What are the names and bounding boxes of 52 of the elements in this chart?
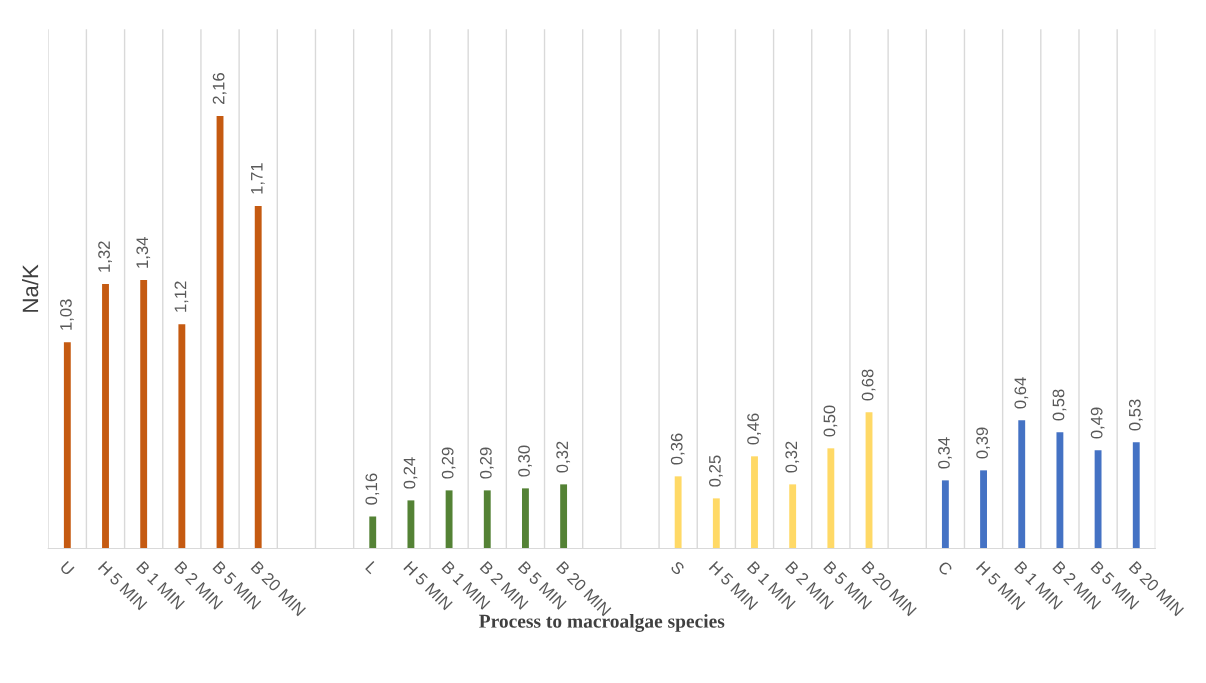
data-label: 0,58 xyxy=(1052,389,1067,421)
bar xyxy=(827,448,835,549)
bar xyxy=(369,516,377,549)
bar xyxy=(63,342,71,549)
bar xyxy=(712,498,720,549)
data-label: 0,34 xyxy=(938,437,952,469)
x-axis-title: Process to macroalgae species xyxy=(479,614,725,632)
data-label: 0,46 xyxy=(747,413,761,445)
bar xyxy=(178,324,186,549)
bar xyxy=(1094,450,1102,549)
bar xyxy=(445,490,453,549)
bar xyxy=(407,500,415,549)
data-label: 0,64 xyxy=(1014,377,1029,409)
data-label: 1,03 xyxy=(60,299,74,330)
data-label: 0,49 xyxy=(1090,407,1105,439)
data-label: 0,29 xyxy=(441,447,456,479)
bar xyxy=(980,470,987,549)
data-label: 0,32 xyxy=(785,441,800,473)
data-label: 0,16 xyxy=(365,473,380,505)
x-tick-label: S xyxy=(670,560,686,576)
bar xyxy=(254,206,262,549)
data-label: 2,16 xyxy=(212,73,227,104)
y-axis-title: Na/K xyxy=(21,264,39,312)
bar xyxy=(140,280,148,549)
data-label: 0,50 xyxy=(823,405,838,437)
data-label: 0,29 xyxy=(479,447,494,479)
bar xyxy=(1018,420,1026,549)
data-label: 0,53 xyxy=(1128,399,1143,431)
x-tick-label: U xyxy=(59,560,75,576)
data-label: 0,39 xyxy=(976,427,990,459)
data-label: 0,36 xyxy=(670,433,685,465)
bar xyxy=(789,484,797,549)
bar xyxy=(522,488,529,549)
x-tick-label: C xyxy=(937,560,954,577)
bar xyxy=(674,476,682,549)
bar xyxy=(751,456,758,549)
bar xyxy=(560,484,568,549)
data-label: 1,71 xyxy=(251,163,265,194)
data-label: 0,30 xyxy=(518,445,532,477)
data-label: 0,25 xyxy=(708,455,723,487)
bar xyxy=(1132,442,1140,549)
bar xyxy=(1056,432,1064,549)
data-label: 0,68 xyxy=(861,369,876,401)
x-tick-label: L xyxy=(365,560,379,575)
bar xyxy=(941,480,949,549)
data-label: 1,12 xyxy=(174,281,189,312)
data-label: 1,34 xyxy=(136,237,151,268)
bar xyxy=(483,490,491,549)
data-label: 0,32 xyxy=(556,441,571,473)
bar xyxy=(102,284,109,549)
data-label: 0,24 xyxy=(403,457,418,489)
data-label: 1,32 xyxy=(98,241,112,272)
